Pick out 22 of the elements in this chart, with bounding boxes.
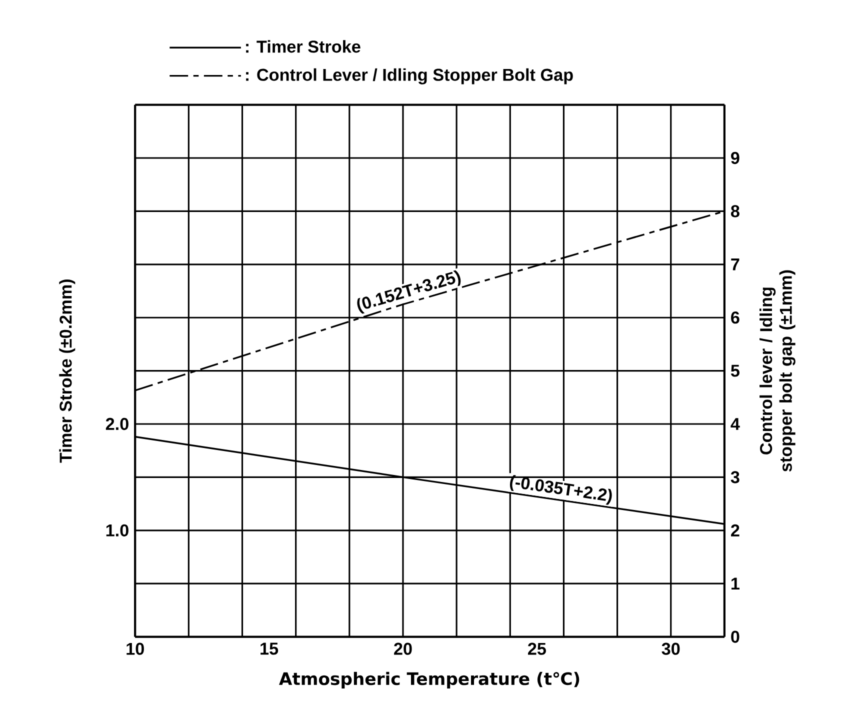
y2-tick-label: 4 <box>730 418 740 430</box>
x-tick-label: 20 <box>394 642 412 655</box>
x-tick-label: 10 <box>126 642 144 655</box>
y2-tick-label: 8 <box>730 205 740 218</box>
x-tick-label: 30 <box>662 642 680 655</box>
y2-tick-label: 0 <box>731 630 740 643</box>
x-tick-label: 15 <box>260 642 278 655</box>
y2-axis-title: Control lever / Idling stopper bolt gap (±1mm) <box>760 270 796 472</box>
y-tick-label: 1.0 <box>106 524 128 537</box>
y2-tick-label: 2 <box>731 524 740 536</box>
y-tick-label: 2.0 <box>106 418 128 430</box>
y2-tick-label: 6 <box>731 312 740 324</box>
x-tick-label: 25 <box>528 642 546 655</box>
y-axis-title: Timer Stroke (±0.2mm) <box>59 280 76 463</box>
legend-label: : Control Lever / Idling Stopper Bolt Gap <box>246 68 573 84</box>
y2-tick-label: 9 <box>731 152 740 164</box>
y2-tick-label: 1 <box>732 578 740 590</box>
y2-tick-label: 3 <box>730 471 740 484</box>
y2-tick-label: 7 <box>731 258 740 270</box>
legend-label: : Timer Stroke <box>246 40 360 53</box>
y2-tick-label: 5 <box>730 364 740 377</box>
x-axis-title: Atmospheric Temperature (t℃) <box>279 672 580 689</box>
